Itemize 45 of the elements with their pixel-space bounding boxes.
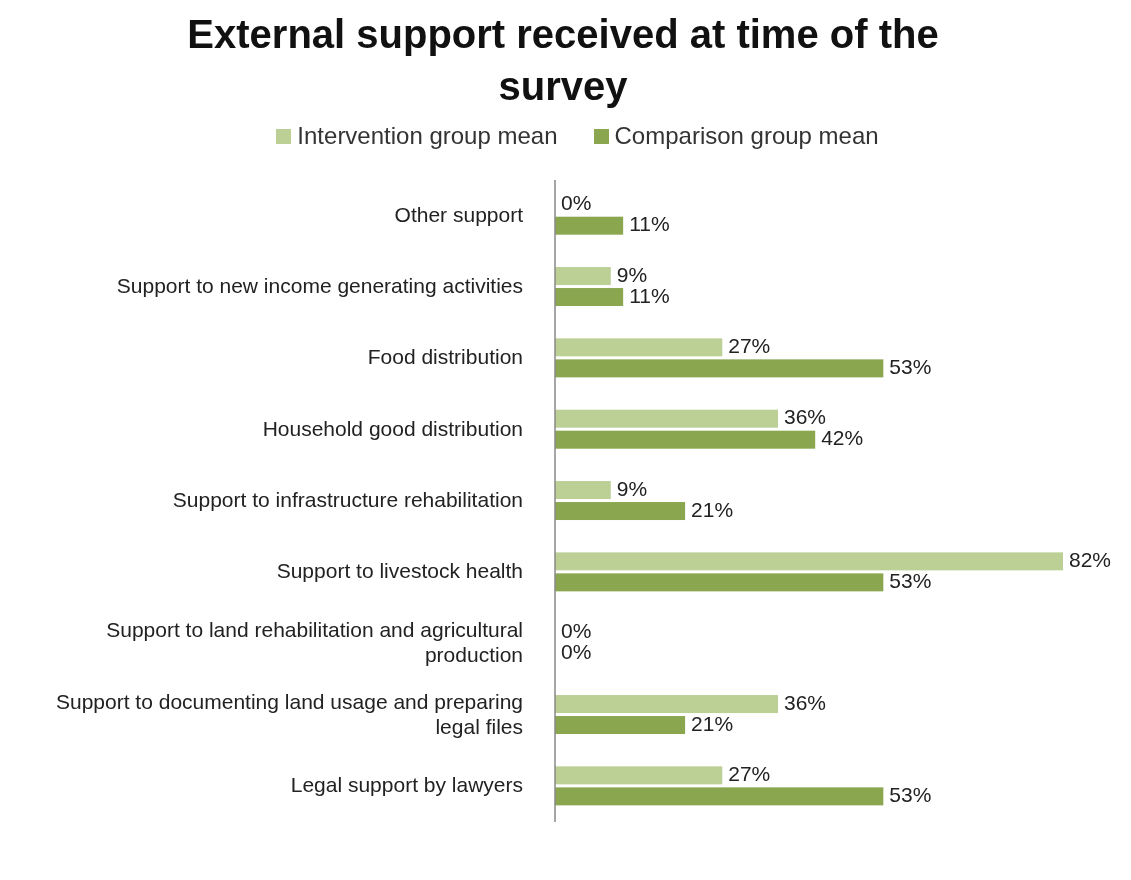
- data-label: 27%: [728, 333, 771, 357]
- bar: [555, 338, 723, 357]
- bar: [555, 481, 611, 500]
- bar: [555, 216, 624, 235]
- bar: [555, 766, 723, 785]
- data-label: 82%: [1069, 547, 1112, 571]
- y-tick-label: Support to documenting land usage and preparing legal files: [55, 689, 523, 738]
- bar: [555, 716, 686, 735]
- data-label: 42%: [821, 426, 864, 450]
- data-label: 36%: [784, 690, 827, 714]
- data-label: 0%: [561, 191, 592, 215]
- bar: [555, 267, 611, 286]
- chart-title: External support received at time of the survey: [186, 11, 940, 110]
- data-label: 53%: [889, 568, 932, 592]
- bar: [555, 573, 884, 592]
- bar: [555, 552, 1063, 571]
- bar: [555, 502, 686, 521]
- y-tick-label: Support to infrastructure rehabilitation: [172, 487, 523, 511]
- data-label: 11%: [629, 283, 670, 307]
- bar: [555, 288, 624, 307]
- bar: [555, 430, 816, 449]
- data-label: 9%: [616, 262, 648, 286]
- data-label: 11%: [629, 212, 670, 236]
- y-tick-label: Support to new income generating activities: [116, 273, 523, 297]
- data-label: 36%: [784, 405, 827, 429]
- legend-label: Intervention group mean: [296, 122, 558, 150]
- data-label: 21%: [691, 711, 734, 735]
- y-tick-label: Support to livestock health: [276, 558, 523, 582]
- bar: [555, 787, 884, 806]
- data-label: 0%: [561, 640, 592, 664]
- data-label: 53%: [889, 354, 932, 378]
- y-tick-label: Other support: [394, 202, 524, 226]
- y-tick-label: Legal support by lawyers: [290, 772, 523, 796]
- y-tick-label: Household good distribution: [262, 416, 523, 440]
- data-label: 21%: [691, 497, 734, 521]
- data-label: 9%: [616, 476, 648, 500]
- data-label: 53%: [889, 782, 932, 806]
- bar: [555, 409, 779, 428]
- legend-label: Comparison group mean: [613, 122, 879, 150]
- data-label: 27%: [728, 761, 771, 785]
- y-tick-label: Food distribution: [367, 344, 523, 368]
- bar: [555, 359, 884, 378]
- bar: [555, 695, 779, 714]
- y-tick-label: Support to land rehabilitation and agricultural production: [106, 617, 523, 666]
- data-label: 0%: [561, 619, 592, 643]
